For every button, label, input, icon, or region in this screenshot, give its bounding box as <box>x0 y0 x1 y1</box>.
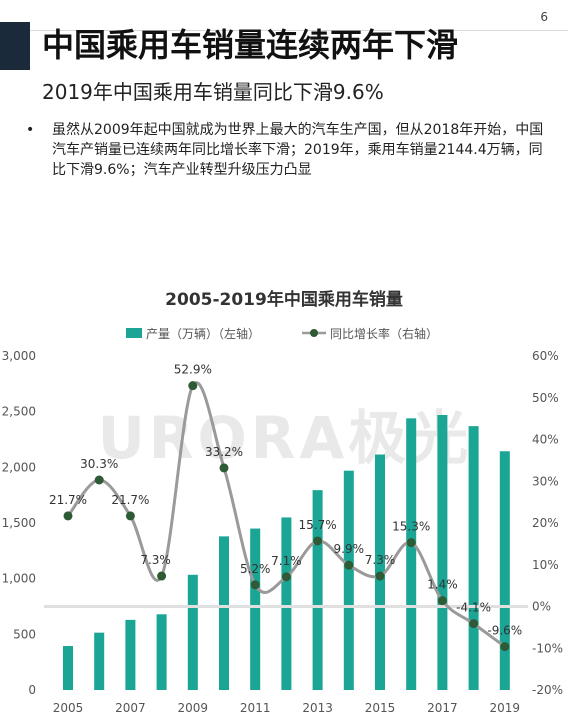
growth-point-2009 <box>188 381 198 391</box>
left-axis-tick-label: 1,000 <box>2 572 36 586</box>
x-axis-tick-label: 2015 <box>365 701 396 715</box>
legend-line-marker <box>310 329 318 337</box>
x-axis-tick-label: 2019 <box>490 701 521 715</box>
title-accent-bar <box>0 22 30 70</box>
bar-2009 <box>187 574 198 690</box>
growth-data-label: 7.3% <box>365 553 396 567</box>
growth-point-2010 <box>219 463 229 473</box>
growth-data-label: 9.9% <box>334 542 365 556</box>
chart-title: 2005-2019年中国乘用车销量 <box>165 289 403 310</box>
legend-bar-label: 产量（万辆）（左轴） <box>146 326 260 341</box>
x-axis-tick-label: 2011 <box>240 701 271 715</box>
right-axis-tick-label: 10% <box>532 558 559 572</box>
growth-data-label: 30.3% <box>80 457 118 471</box>
left-axis-tick-label: 2,000 <box>2 460 36 474</box>
left-axis-tick-label: 500 <box>13 627 36 641</box>
growth-point-2016 <box>406 538 416 548</box>
page-title: 中国乘用车销量连续两年下滑 <box>42 26 459 64</box>
bar-2006 <box>94 632 105 690</box>
growth-point-2006 <box>94 475 104 485</box>
growth-data-label: 7.3% <box>140 553 171 567</box>
growth-data-label: 5.2% <box>240 562 271 576</box>
x-axis-tick-label: 2007 <box>115 701 146 715</box>
bullet-item: • 虽然从2009年起中国就成为世界上最大的汽车生产国，但从2018年开始，中国… <box>26 120 546 180</box>
growth-point-2019 <box>500 642 510 652</box>
growth-point-2013 <box>313 536 323 546</box>
legend-bar-swatch <box>126 328 142 338</box>
growth-data-label: 1.4% <box>427 578 458 592</box>
chart-container: URORA极光 2005-2019年中国乘用车销量 产量（万辆）（左轴） 同比增… <box>0 280 568 724</box>
growth-point-2012 <box>281 572 291 582</box>
page-number: 6 <box>540 10 548 24</box>
growth-point-2005 <box>63 511 73 521</box>
growth-point-2011 <box>250 580 260 590</box>
growth-data-label: 21.7% <box>111 493 149 507</box>
right-axis-tick-label: 60% <box>532 349 559 363</box>
x-axis-tick-label: 2005 <box>53 701 84 715</box>
right-axis-tick-label: -10% <box>532 641 563 655</box>
bar-2005 <box>63 646 73 690</box>
growth-point-2007 <box>125 511 135 521</box>
growth-data-label: 33.2% <box>205 445 243 459</box>
bar-2016 <box>406 418 417 690</box>
bar-2019 <box>499 451 510 690</box>
bar-2014 <box>343 470 354 690</box>
growth-data-label: -9.6% <box>487 624 522 638</box>
x-axis-tick-label: 2017 <box>427 701 458 715</box>
bar-2017 <box>437 415 448 690</box>
right-axis-tick-label: 40% <box>532 433 559 447</box>
top-rule <box>0 30 568 31</box>
growth-rate-line <box>66 381 506 648</box>
growth-point-2015 <box>375 571 385 581</box>
right-axis-tick-label: -20% <box>532 683 563 697</box>
bar-2012 <box>281 517 292 690</box>
bullet-text: 虽然从2009年起中国就成为世界上最大的汽车生产国，但从2018年开始，中国汽车… <box>52 122 544 178</box>
bar-2007 <box>125 619 136 690</box>
growth-data-label: -4.1% <box>456 601 491 615</box>
sales-chart: URORA极光 2005-2019年中国乘用车销量 产量（万辆）（左轴） 同比增… <box>2 289 563 715</box>
left-axis-tick-label: 2,500 <box>2 405 36 419</box>
growth-data-label: 15.7% <box>299 518 337 532</box>
x-axis-tick-label: 2013 <box>302 701 333 715</box>
growth-data-label: 7.1% <box>271 554 302 568</box>
growth-data-label: 21.7% <box>49 493 87 507</box>
bar-2011 <box>250 528 261 690</box>
bullet-marker: • <box>26 122 35 138</box>
legend-line-label: 同比增长率（右轴） <box>330 326 438 341</box>
right-axis-tick-label: 0% <box>532 600 551 614</box>
left-axis-tick-label: 1,500 <box>2 516 36 530</box>
bar-2018 <box>468 426 479 690</box>
growth-point-2008 <box>157 571 167 581</box>
growth-point-2017 <box>437 596 447 606</box>
growth-point-2014 <box>344 560 354 570</box>
left-axis-tick-label: 0 <box>28 683 36 697</box>
right-axis-tick-label: 30% <box>532 474 559 488</box>
x-axis-tick-label: 2009 <box>178 701 209 715</box>
page-subtitle: 2019年中国乘用车销量同比下滑9.6% <box>42 80 384 104</box>
growth-point-2018 <box>469 619 479 629</box>
growth-data-label: 52.9% <box>174 363 212 377</box>
bar-2013 <box>312 490 323 690</box>
bar-2010 <box>219 536 229 690</box>
chart-legend: 产量（万辆）（左轴） 同比增长率（右轴） <box>126 326 438 341</box>
right-axis-tick-label: 50% <box>532 391 559 405</box>
right-axis-tick-label: 20% <box>532 516 559 530</box>
left-axis-tick-label: 3,000 <box>2 349 36 363</box>
bar-2008 <box>156 614 167 690</box>
growth-data-label: 15.3% <box>392 520 430 534</box>
